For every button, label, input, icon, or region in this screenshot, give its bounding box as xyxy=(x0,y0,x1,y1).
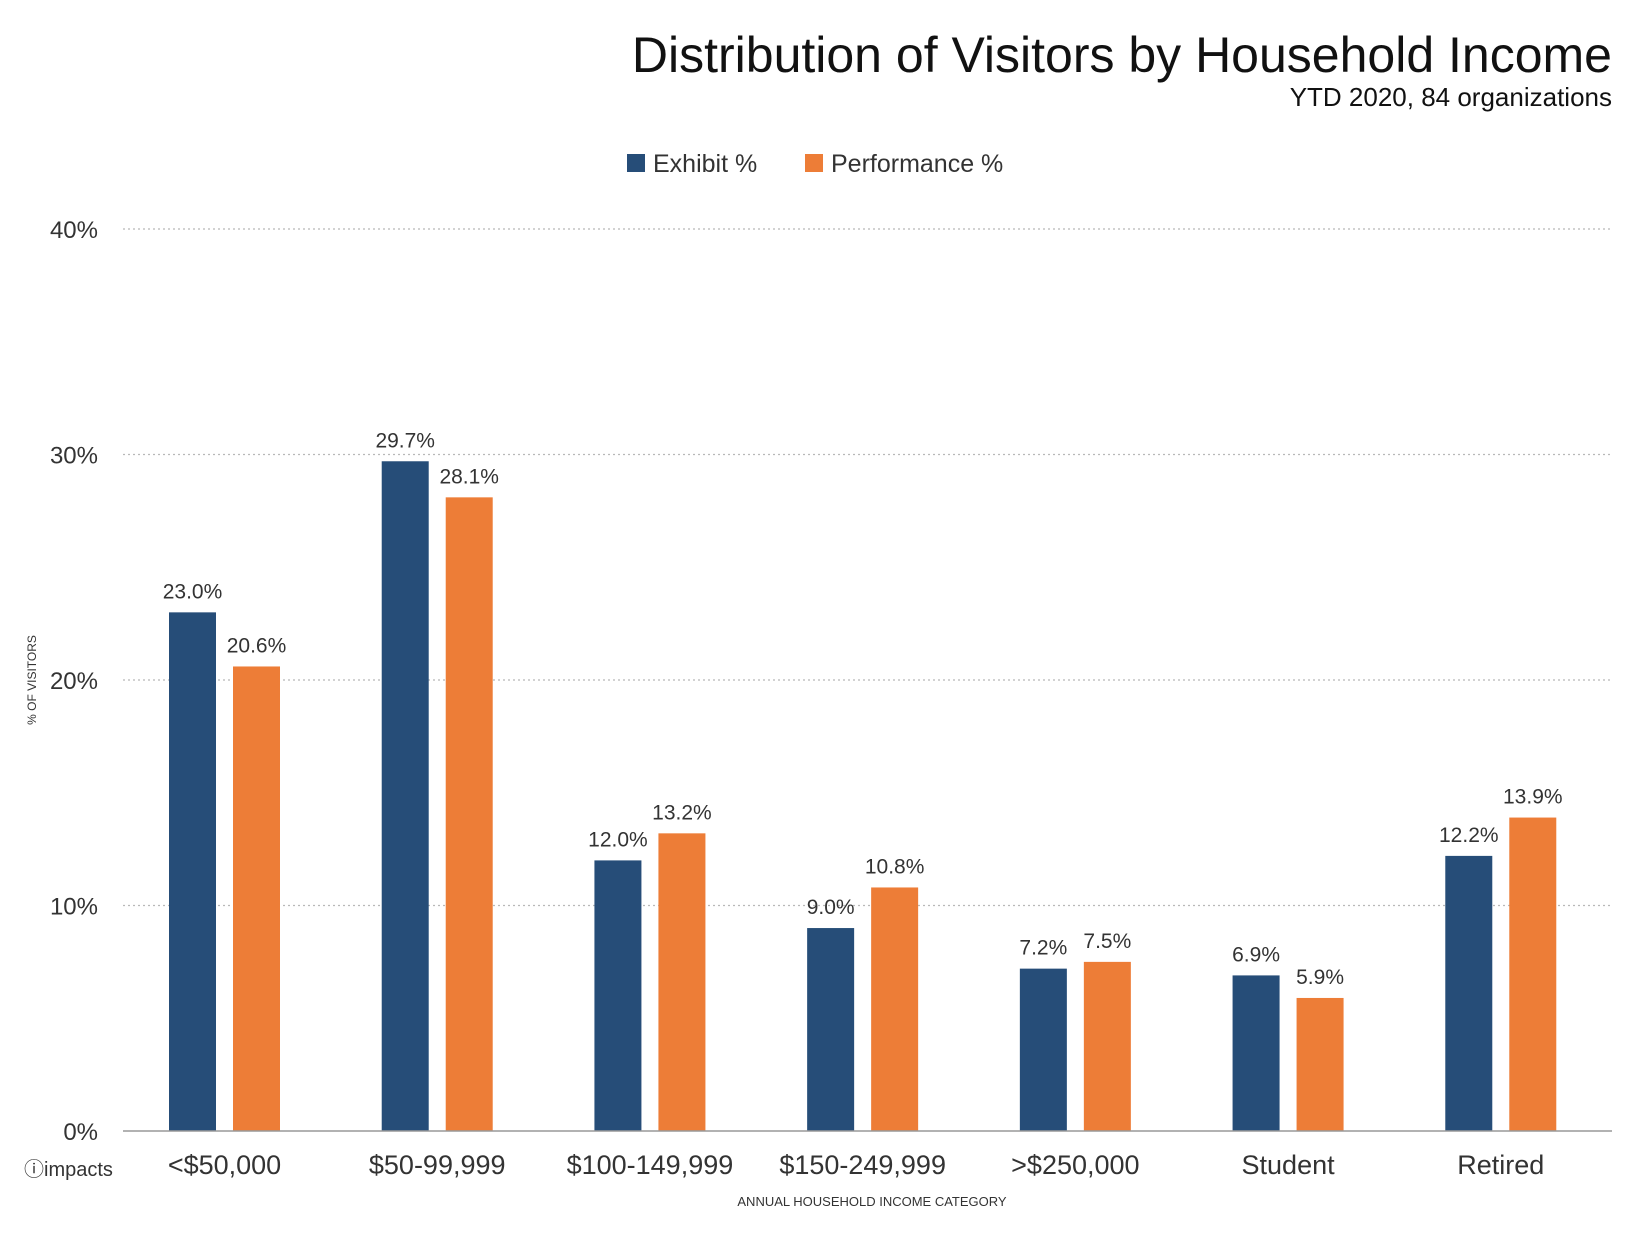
brand-name: impacts xyxy=(44,1159,113,1181)
x-tick-label: Student xyxy=(1242,1150,1336,1180)
bar-exhibit xyxy=(594,860,642,1131)
bar-performance xyxy=(1509,817,1557,1131)
bar-performance xyxy=(658,833,706,1131)
chart-subtitle: YTD 2020, 84 organizations xyxy=(1290,82,1612,112)
data-label: 6.9% xyxy=(1232,943,1280,966)
chart-title: Distribution of Visitors by Household In… xyxy=(632,27,1612,83)
bar-performance xyxy=(445,497,493,1132)
data-label: 7.5% xyxy=(1083,930,1131,953)
x-tick-label: $50-99,999 xyxy=(369,1150,506,1180)
bars xyxy=(169,461,1557,1132)
bar-performance xyxy=(871,887,919,1131)
data-label: 5.9% xyxy=(1296,966,1344,989)
brand-logo: ⓘimpacts xyxy=(24,1153,113,1182)
grid-lines xyxy=(123,228,1612,907)
legend-swatch-exhibit xyxy=(627,154,645,172)
bar-performance xyxy=(1083,961,1131,1131)
bar-exhibit xyxy=(169,612,216,1131)
data-label: 13.2% xyxy=(652,801,712,824)
data-label: 28.1% xyxy=(439,465,499,488)
x-axis-title: ANNUAL HOUSEHOLD INCOME CATEGORY xyxy=(737,1194,1007,1209)
legend-label: Performance % xyxy=(831,150,1003,178)
x-axis-ticks: <$50,000 $50-99,999 $100-149,999 $150-249,9… xyxy=(168,1150,1544,1180)
y-tick-label: 20% xyxy=(50,668,98,695)
x-tick-label: Retired xyxy=(1457,1150,1544,1180)
bar-exhibit xyxy=(1232,975,1280,1131)
bar-performance xyxy=(233,666,280,1131)
bar-exhibit xyxy=(807,928,855,1131)
x-tick-label: <$50,000 xyxy=(168,1150,281,1180)
data-label: 20.6% xyxy=(227,634,287,657)
legend: Exhibit % Performance % xyxy=(627,150,1003,178)
y-tick-label: 40% xyxy=(50,217,98,244)
bar-exhibit xyxy=(1445,855,1493,1131)
bar-exhibit xyxy=(1019,968,1067,1131)
data-label: 9.0% xyxy=(807,896,855,919)
x-tick-label: $100-149,999 xyxy=(567,1150,734,1180)
y-tick-label: 0% xyxy=(63,1119,98,1146)
bar-exhibit xyxy=(381,461,429,1131)
data-label: 23.0% xyxy=(163,580,223,603)
legend-label: Exhibit % xyxy=(653,150,757,178)
bar-performance xyxy=(1296,997,1344,1131)
chart-header: Distribution of Visitors by Household In… xyxy=(632,27,1612,112)
x-tick-label: >$250,000 xyxy=(1011,1150,1139,1180)
impacts-logo-icon: ⓘ xyxy=(24,1159,44,1181)
data-label: 13.9% xyxy=(1503,786,1563,809)
data-label: 10.8% xyxy=(865,855,925,878)
bar-labels: 23.0% 20.6% 29.7%28.1% 12.0%13.2% 9.0% 10.8% 7… xyxy=(163,429,1563,989)
data-label: 12.2% xyxy=(1439,824,1499,847)
y-axis-title: % OF VISITORS xyxy=(25,635,39,725)
data-label: 12.0% xyxy=(588,828,648,851)
x-tick-label: $150-249,999 xyxy=(779,1150,946,1180)
y-tick-label: 30% xyxy=(50,443,98,470)
legend-swatch-performance xyxy=(805,154,823,172)
y-tick-label: 10% xyxy=(50,894,98,921)
y-axis-ticks: 0% 10% 20% 30% 40% xyxy=(50,217,98,1146)
data-label: 7.2% xyxy=(1019,937,1067,960)
data-label: 29.7% xyxy=(375,429,435,452)
